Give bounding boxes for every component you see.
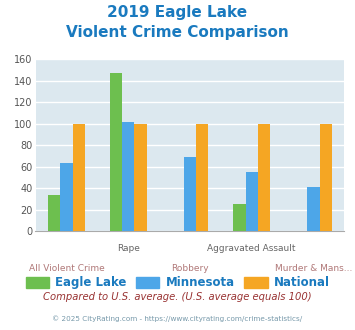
- Bar: [233, 204, 246, 231]
- Bar: [60, 163, 72, 231]
- Bar: [246, 172, 258, 231]
- Bar: [110, 73, 122, 231]
- Bar: [307, 187, 320, 231]
- Text: 2019 Eagle Lake: 2019 Eagle Lake: [108, 5, 247, 20]
- Text: Violent Crime Comparison: Violent Crime Comparison: [66, 25, 289, 40]
- Bar: [258, 124, 270, 231]
- Bar: [184, 157, 196, 231]
- Bar: [72, 124, 85, 231]
- Text: Compared to U.S. average. (U.S. average equals 100): Compared to U.S. average. (U.S. average …: [43, 292, 312, 302]
- Text: © 2025 CityRating.com - https://www.cityrating.com/crime-statistics/: © 2025 CityRating.com - https://www.city…: [53, 315, 302, 322]
- Legend: Eagle Lake, Minnesota, National: Eagle Lake, Minnesota, National: [21, 272, 334, 294]
- Text: All Violent Crime: All Violent Crime: [28, 264, 104, 273]
- Text: Aggravated Assault: Aggravated Assault: [207, 244, 296, 253]
- Bar: [320, 124, 332, 231]
- Text: Murder & Mans...: Murder & Mans...: [275, 264, 352, 273]
- Bar: [122, 121, 134, 231]
- Text: Robbery: Robbery: [171, 264, 209, 273]
- Bar: [134, 124, 147, 231]
- Bar: [48, 194, 60, 231]
- Bar: [196, 124, 208, 231]
- Text: Rape: Rape: [117, 244, 140, 253]
